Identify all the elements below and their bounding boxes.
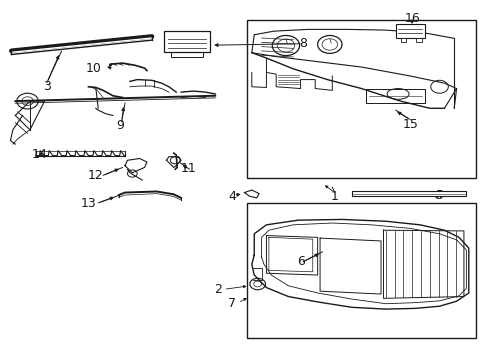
Text: 13: 13 <box>81 197 96 210</box>
Text: 5: 5 <box>435 189 443 202</box>
Text: 14: 14 <box>32 148 47 161</box>
Text: 15: 15 <box>402 118 417 131</box>
Text: 1: 1 <box>330 190 338 203</box>
Text: 7: 7 <box>228 297 236 310</box>
Bar <box>395 24 424 38</box>
Text: 11: 11 <box>180 162 196 175</box>
Bar <box>163 31 210 52</box>
Text: 9: 9 <box>116 119 124 132</box>
Bar <box>246 21 475 178</box>
Text: 4: 4 <box>228 190 236 203</box>
Text: 16: 16 <box>404 12 420 25</box>
Text: 2: 2 <box>213 283 221 296</box>
Text: 6: 6 <box>296 255 304 268</box>
Text: 10: 10 <box>85 62 101 75</box>
Text: 12: 12 <box>88 169 103 182</box>
Bar <box>351 192 466 197</box>
Bar <box>400 38 406 41</box>
Bar <box>246 203 475 338</box>
Text: 3: 3 <box>43 80 51 93</box>
Bar <box>415 38 421 41</box>
Text: 8: 8 <box>298 37 306 50</box>
